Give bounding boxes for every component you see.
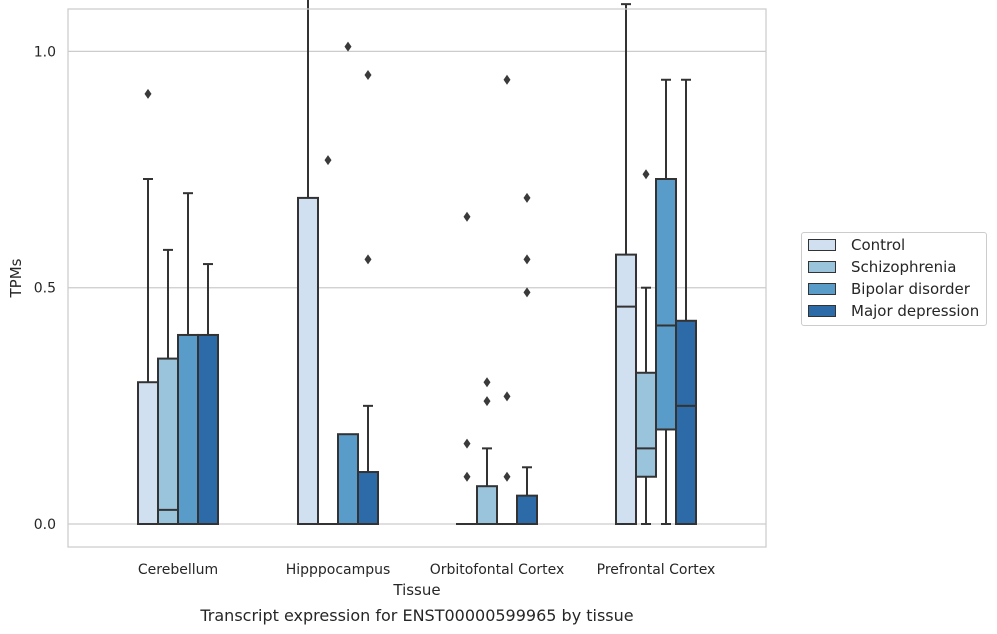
legend-swatch-control xyxy=(808,239,836,251)
outlier-point xyxy=(324,155,332,166)
series-bipolar-disorder xyxy=(177,41,677,526)
box-bipolar-disorder-prefrontal-cortex xyxy=(655,78,677,525)
box-iqr xyxy=(137,381,159,525)
box-iqr xyxy=(516,494,538,526)
box-major-depression-prefrontal-cortex xyxy=(675,78,697,526)
x-tick-label-cerebellum: Cerebellum xyxy=(138,562,218,578)
box-control-orbitofontal-cortex xyxy=(456,211,478,526)
x-tick-label-orbitofontal-cortex: Orbitofontal Cortex xyxy=(430,562,565,578)
legend-item-bipolar-disorder: Bipolar disorder xyxy=(808,279,970,299)
box-major-depression-orbitofontal-cortex xyxy=(516,192,538,526)
box-iqr xyxy=(655,178,677,431)
outlier-point xyxy=(463,438,471,449)
outlier-point xyxy=(503,391,511,402)
y-tick-label-1-0: 1.0 xyxy=(34,44,56,60)
outlier-point xyxy=(503,471,511,482)
y-tick-label-0-5: 0.5 xyxy=(34,281,56,297)
outlier-point xyxy=(364,254,372,265)
legend-label-major-depression: Major depression xyxy=(851,302,980,320)
y-axis-ticks: 0.00.51.01.52.0 xyxy=(34,44,56,533)
box-bipolar-disorder-cerebellum xyxy=(177,192,199,525)
outlier-point xyxy=(463,211,471,222)
outlier-point xyxy=(344,41,352,52)
box-control-prefrontal-cortex xyxy=(615,3,637,525)
box-iqr xyxy=(197,333,219,525)
outlier-point xyxy=(144,88,152,99)
box-bipolar-disorder-hipppocampus xyxy=(337,41,359,525)
box-series xyxy=(137,0,697,526)
outlier-point xyxy=(463,471,471,482)
x-axis-ticks: Cerebellum Hipppocampus Orbitofontal Corte… xyxy=(138,562,715,578)
outlier-point xyxy=(523,254,531,265)
y-tick-label-0-0: 0.0 xyxy=(34,517,56,533)
box-iqr xyxy=(357,471,379,526)
series-control xyxy=(137,0,637,526)
x-axis-label: Tissue xyxy=(392,581,440,599)
box-iqr xyxy=(177,333,199,525)
box-schizophrenia-orbitofontal-cortex xyxy=(476,377,498,525)
box-control-cerebellum xyxy=(137,88,159,525)
legend: Control Schizophrenia Bipolar disorder M… xyxy=(801,232,987,326)
x-tick-label-hipppocampus: Hipppocampus xyxy=(286,562,391,578)
box-bipolar-disorder-orbitofontal-cortex xyxy=(496,74,518,526)
legend-item-major-depression: Major depression xyxy=(808,301,979,321)
legend-label-bipolar-disorder: Bipolar disorder xyxy=(851,280,970,298)
box-iqr xyxy=(635,371,657,478)
legend-label-control: Control xyxy=(851,236,906,254)
x-tick-label-prefrontal-cortex: Prefrontal Cortex xyxy=(597,562,716,578)
outlier-point xyxy=(364,70,372,81)
box-iqr xyxy=(615,253,637,525)
plot-frame xyxy=(67,8,767,548)
legend-item-control: Control xyxy=(808,235,905,255)
legend-swatch-schizophrenia xyxy=(808,261,836,273)
box-iqr xyxy=(297,196,319,525)
box-major-depression-cerebellum xyxy=(197,263,219,525)
outlier-point xyxy=(523,192,531,203)
outlier-point xyxy=(483,377,491,388)
outlier-point xyxy=(483,396,491,407)
box-iqr xyxy=(157,357,179,525)
box-iqr xyxy=(337,433,359,525)
chart-caption: Transcript expression for ENST0000059996… xyxy=(200,606,634,625)
legend-swatch-major-depression xyxy=(808,305,836,317)
y-axis-label: TPMs xyxy=(7,258,25,298)
series-schizophrenia xyxy=(157,155,657,526)
box-schizophrenia-hipppocampus xyxy=(317,155,339,526)
box-schizophrenia-prefrontal-cortex xyxy=(635,169,657,525)
legend-label-schizophrenia: Schizophrenia xyxy=(851,258,957,276)
box-iqr xyxy=(675,319,697,526)
outlier-point xyxy=(523,287,531,298)
box-major-depression-hipppocampus xyxy=(357,70,379,526)
box-schizophrenia-cerebellum xyxy=(157,248,179,525)
box-control-hipppocampus xyxy=(297,0,319,525)
outlier-point xyxy=(642,169,650,180)
legend-swatch-bipolar-disorder xyxy=(808,283,836,295)
legend-item-schizophrenia: Schizophrenia xyxy=(808,257,956,277)
series-major-depression xyxy=(197,70,697,526)
box-iqr xyxy=(476,485,498,525)
outlier-point xyxy=(503,74,511,85)
